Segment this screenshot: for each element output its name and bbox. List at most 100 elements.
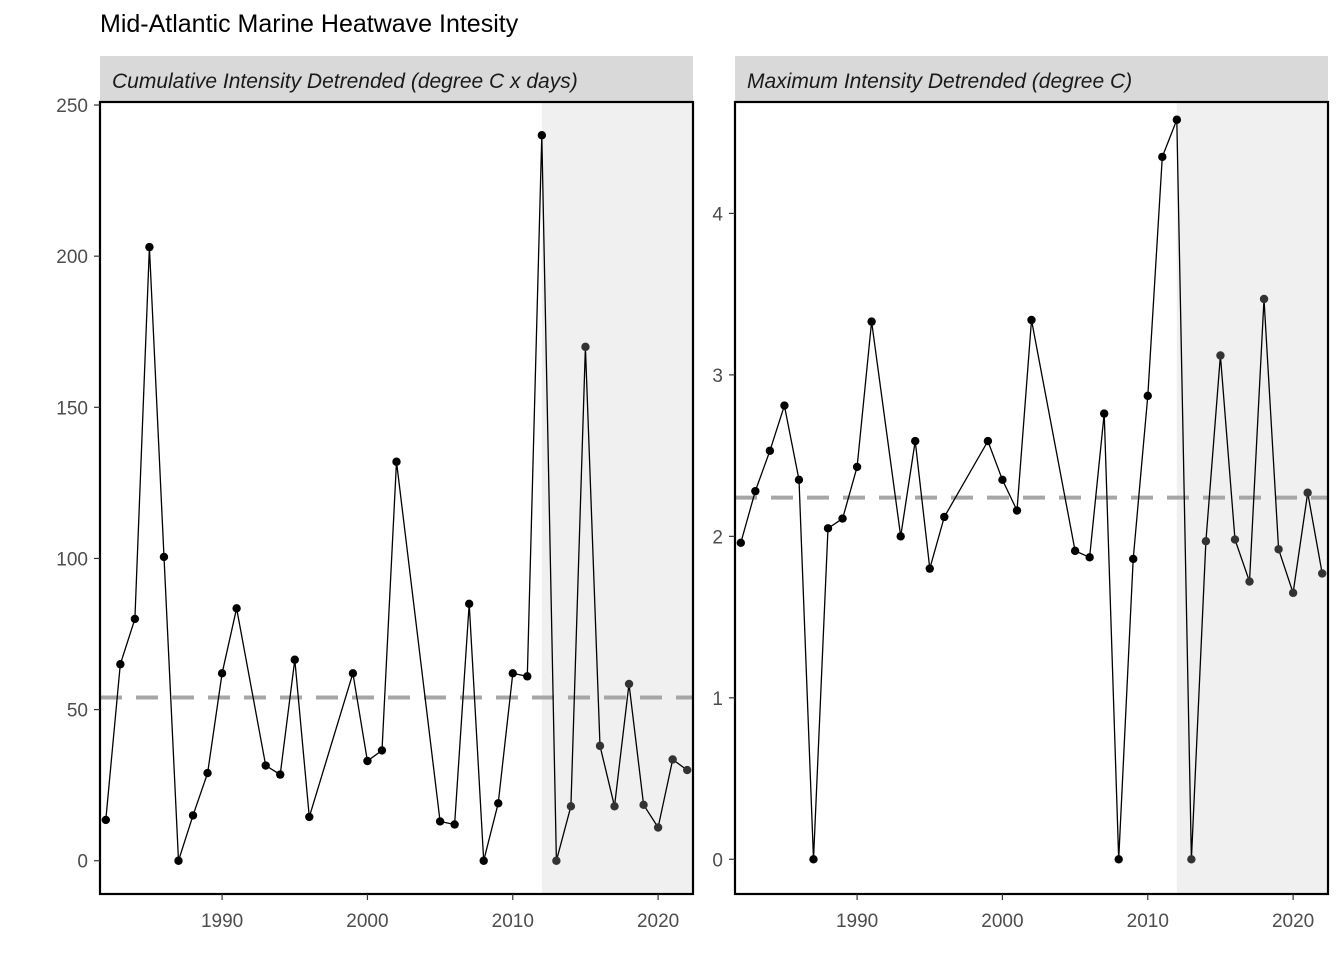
data-point xyxy=(232,604,241,613)
data-point xyxy=(101,815,111,825)
data-point xyxy=(1070,546,1080,556)
panel-border xyxy=(733,100,1330,896)
data-point xyxy=(668,755,677,764)
data-point xyxy=(174,856,183,865)
data-point xyxy=(1172,115,1182,124)
y-tick-label: 4 xyxy=(712,204,723,225)
x-tick-label: 2020 xyxy=(1272,911,1314,932)
x-tick-label: 2000 xyxy=(981,911,1023,932)
data-point xyxy=(1143,391,1152,401)
data-point xyxy=(1317,569,1327,578)
series-line xyxy=(105,135,688,861)
data-point xyxy=(130,614,140,624)
series-line xyxy=(740,119,1323,860)
panel-1: Cumulative Intensity Detrended (degree C… xyxy=(56,56,695,932)
data-point xyxy=(1303,488,1312,497)
data-point xyxy=(305,812,314,822)
data-point xyxy=(1085,553,1094,562)
data-point xyxy=(1216,351,1225,360)
data-point xyxy=(1245,577,1254,586)
data-point xyxy=(610,802,619,811)
data-point xyxy=(1201,536,1211,546)
data-point xyxy=(188,811,198,820)
panel-2: Maximum Intensity Detrended (degree C) 0 1… xyxy=(712,56,1330,932)
data-point xyxy=(1158,152,1167,162)
data-point xyxy=(435,817,445,826)
data-point xyxy=(1114,855,1123,864)
data-point xyxy=(1288,588,1298,598)
x-tick-label: 2010 xyxy=(1127,911,1169,932)
panel-border xyxy=(98,100,695,896)
strip-label: Maximum Intensity Detrended (degree C) xyxy=(747,70,1132,93)
data-point xyxy=(203,768,212,778)
data-point xyxy=(809,855,818,864)
data-point xyxy=(911,436,920,446)
data-point xyxy=(751,486,760,496)
data-point xyxy=(450,820,459,829)
data-point xyxy=(217,669,227,678)
y-tick-label: 0 xyxy=(77,852,88,873)
data-point xyxy=(639,800,648,810)
y-tick-label: 50 xyxy=(67,701,88,722)
data-point xyxy=(624,679,634,689)
recent-period-shade xyxy=(541,102,693,894)
data-point xyxy=(1099,409,1109,418)
y-tick-label: 1 xyxy=(712,689,723,710)
data-point xyxy=(852,462,862,472)
y-tick-label: 2 xyxy=(712,527,723,548)
data-point xyxy=(566,802,576,811)
data-point xyxy=(896,532,905,541)
data-point xyxy=(116,660,125,669)
data-point xyxy=(653,823,663,832)
data-point xyxy=(363,756,372,766)
y-tick-label: 250 xyxy=(56,96,88,117)
data-point xyxy=(159,552,169,562)
y-tick-label: 0 xyxy=(712,850,723,871)
data-point xyxy=(348,669,358,678)
data-point xyxy=(823,524,833,533)
data-point xyxy=(998,475,1007,485)
data-point xyxy=(392,457,401,466)
chart-title: Mid-Atlantic Marine Heatwave Intesity xyxy=(100,10,519,38)
data-point xyxy=(261,761,270,770)
data-point xyxy=(276,770,285,779)
y-tick-label: 3 xyxy=(712,366,723,387)
y-tick-label: 200 xyxy=(56,247,88,268)
data-point xyxy=(983,436,993,446)
data-point xyxy=(780,401,789,410)
data-point xyxy=(552,856,561,865)
data-point xyxy=(377,746,387,755)
data-point xyxy=(595,741,605,751)
x-tick-label: 1990 xyxy=(201,911,243,932)
data-point xyxy=(794,475,804,485)
y-tick-label: 150 xyxy=(56,398,88,419)
data-point xyxy=(581,342,590,352)
data-point xyxy=(1230,535,1240,544)
x-tick-label: 1990 xyxy=(836,911,878,932)
data-point xyxy=(736,538,746,548)
data-point xyxy=(682,765,692,775)
data-point xyxy=(1187,855,1196,864)
x-tick-label: 2010 xyxy=(492,911,534,932)
data-point xyxy=(537,131,547,140)
data-point xyxy=(940,512,949,522)
data-point xyxy=(523,672,532,681)
y-tick-label: 100 xyxy=(56,549,88,570)
data-point xyxy=(925,564,934,573)
data-point xyxy=(1274,545,1283,554)
data-point xyxy=(145,242,154,252)
data-point xyxy=(838,514,847,523)
data-point xyxy=(508,669,517,678)
data-point xyxy=(290,655,299,664)
strip-background xyxy=(100,56,693,102)
strip-label: Cumulative Intensity Detrended (degree C… xyxy=(112,70,578,93)
data-point xyxy=(464,599,474,609)
data-point xyxy=(1027,315,1036,325)
data-point xyxy=(494,799,503,808)
data-point xyxy=(1129,554,1138,564)
strip-background xyxy=(735,56,1328,102)
data-point xyxy=(867,317,876,326)
x-tick-label: 2000 xyxy=(346,911,388,932)
data-point xyxy=(1012,506,1022,515)
